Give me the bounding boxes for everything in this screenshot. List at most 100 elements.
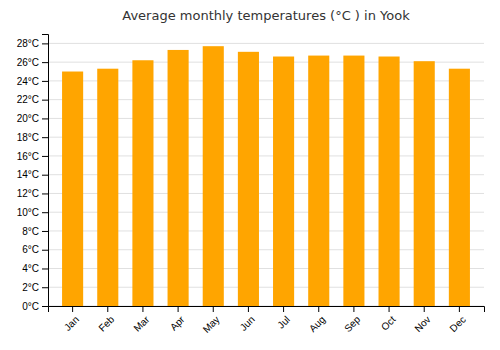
bars <box>62 46 470 306</box>
y-tick-mark <box>42 231 48 232</box>
x-tick: Aug <box>307 306 327 334</box>
x-tick: Sep <box>342 306 363 334</box>
bar <box>308 56 329 306</box>
bar <box>273 57 294 306</box>
y-tick-label: 8°C <box>22 226 39 237</box>
y-tick: 24°C <box>17 76 48 87</box>
y-tick: 14°C <box>17 169 48 180</box>
y-tick-mark <box>42 268 48 269</box>
x-tick-label: Sep <box>342 313 363 334</box>
y-tick-label: 16°C <box>17 151 39 162</box>
y-tick-label: 22°C <box>17 94 39 105</box>
x-tick-label: Oct <box>379 314 398 333</box>
y-tick: 4°C <box>22 263 48 274</box>
bar <box>62 72 83 306</box>
y-tick-label: 26°C <box>17 57 39 68</box>
plot: 0°C2°C4°C6°C8°C10°C12°C14°C16°C18°C20°C2… <box>17 35 485 335</box>
y-axis: 0°C2°C4°C6°C8°C10°C12°C14°C16°C18°C20°C2… <box>17 35 49 312</box>
bar <box>449 69 470 306</box>
x-tick-mark <box>389 306 390 312</box>
y-tick-mark <box>42 212 48 213</box>
chart: Average monthly temperatures (°C ) in Yo… <box>0 0 500 350</box>
bar <box>97 69 118 306</box>
title: Average monthly temperatures (°C ) in Yo… <box>122 8 410 23</box>
x-tick-label: May <box>201 314 222 335</box>
x-tick: May <box>201 306 222 335</box>
x-tick-label: Aug <box>307 314 327 334</box>
x-tick-label: Apr <box>168 313 187 332</box>
bar <box>414 61 435 306</box>
y-tick-label: 24°C <box>17 76 39 87</box>
x-tick-mark <box>72 306 73 312</box>
bar <box>132 60 153 306</box>
x-axis-line <box>49 307 485 313</box>
x-tick-mark <box>248 306 249 312</box>
x-tick-mark <box>178 306 179 312</box>
x-tick: Jan <box>62 306 81 333</box>
x-tick: Dec <box>448 306 468 334</box>
bar <box>238 52 259 306</box>
y-tick: 6°C <box>22 244 48 255</box>
x-tick: Feb <box>96 306 116 334</box>
y-tick-mark <box>42 156 48 157</box>
y-tick: 18°C <box>17 132 48 143</box>
x-tick-mark <box>283 306 284 312</box>
y-tick: 26°C <box>17 57 48 68</box>
y-tick-label: 28°C <box>17 38 39 49</box>
y-tick-label: 20°C <box>17 113 39 124</box>
y-tick: 10°C <box>17 207 48 218</box>
y-tick-mark <box>42 306 48 307</box>
y-tick-mark <box>42 43 48 44</box>
y-tick-mark <box>42 137 48 138</box>
y-tick-mark <box>42 250 48 251</box>
x-tick: Mar <box>131 306 151 334</box>
y-tick-label: 12°C <box>17 188 39 199</box>
bar <box>379 57 400 306</box>
x-tick: Jul <box>275 306 292 331</box>
x-tick-label: Dec <box>448 314 468 334</box>
y-tick: 22°C <box>17 94 48 105</box>
x-tick-label: Feb <box>96 313 116 333</box>
y-tick-label: 14°C <box>17 169 39 180</box>
y-tick: 8°C <box>22 226 48 237</box>
y-tick: 2°C <box>22 282 48 293</box>
x-tick-label: Jul <box>275 314 292 331</box>
y-tick-label: 2°C <box>22 282 39 293</box>
y-tick-mark <box>42 118 48 119</box>
bar <box>203 46 224 306</box>
x-tick-label: Jun <box>238 314 257 333</box>
y-tick-mark <box>42 175 48 176</box>
x-tick-mark <box>142 306 143 312</box>
y-tick-label: 10°C <box>17 207 39 218</box>
x-tick: Oct <box>379 306 398 333</box>
x-tick: Apr <box>168 306 187 333</box>
y-tick: 16°C <box>17 151 48 162</box>
bar <box>343 56 364 306</box>
x-tick: Nov <box>412 306 432 334</box>
y-tick: 12°C <box>17 188 48 199</box>
y-tick-mark <box>42 287 48 288</box>
x-tick-mark <box>353 306 354 312</box>
x-tick-mark <box>107 306 108 312</box>
y-axis-line <box>42 35 49 307</box>
x-tick-mark <box>213 306 214 312</box>
x-tick-label: Mar <box>131 313 151 333</box>
x-tick-label: Jan <box>62 314 81 333</box>
y-tick: 28°C <box>17 38 48 49</box>
x-tick-mark <box>424 306 425 312</box>
y-tick-label: 6°C <box>22 244 39 255</box>
x-tick-mark <box>318 306 319 312</box>
x-tick-mark <box>459 306 460 312</box>
y-tick-mark <box>42 193 48 194</box>
bar <box>168 50 189 306</box>
y-tick-label: 18°C <box>17 132 39 143</box>
grid <box>48 43 484 306</box>
y-tick-mark <box>42 100 48 101</box>
y-tick-label: 4°C <box>22 263 39 274</box>
y-tick-mark <box>42 62 48 63</box>
grid-line <box>48 43 484 44</box>
x-axis: Jan Feb Mar Apr May Jun Jul Aug Sep Oct Nov Dec <box>49 306 485 335</box>
x-tick-label: Nov <box>412 314 432 334</box>
x-tick: Jun <box>238 306 257 333</box>
y-tick: 20°C <box>17 113 48 124</box>
